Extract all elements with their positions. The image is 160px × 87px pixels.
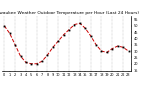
Title: Milwaukee Weather Outdoor Temperature per Hour (Last 24 Hours): Milwaukee Weather Outdoor Temperature pe…: [0, 11, 139, 15]
